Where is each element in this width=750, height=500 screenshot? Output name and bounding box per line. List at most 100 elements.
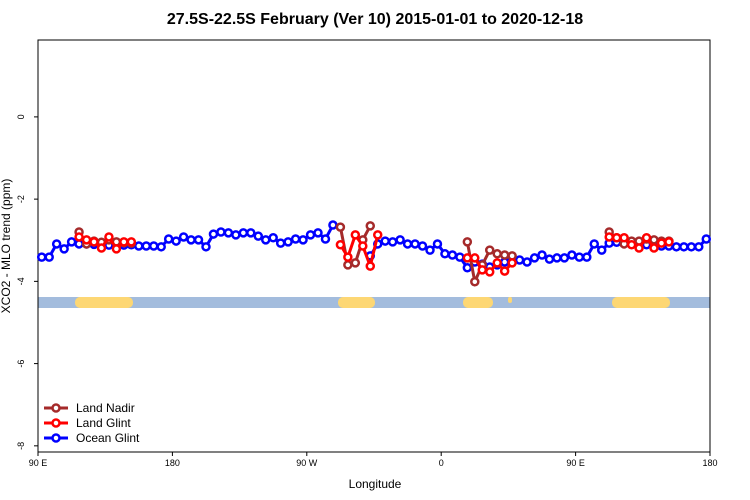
point xyxy=(81,235,92,245)
point xyxy=(574,252,585,262)
x-tick-label: 0 xyxy=(439,458,444,468)
legend-label: Land Nadir xyxy=(76,401,135,415)
point xyxy=(238,228,249,238)
point xyxy=(492,258,502,268)
x-axis-label: Longitude xyxy=(349,477,402,491)
point xyxy=(268,233,278,243)
point xyxy=(649,243,659,253)
point xyxy=(313,228,323,238)
point xyxy=(335,222,346,232)
point xyxy=(223,228,234,238)
point xyxy=(156,242,166,252)
point xyxy=(343,252,353,262)
legend-marker xyxy=(51,418,61,428)
point xyxy=(320,234,331,244)
plot-frame xyxy=(37,39,711,453)
point xyxy=(208,229,219,239)
point xyxy=(148,241,159,251)
point xyxy=(290,234,301,244)
point xyxy=(522,257,532,267)
point xyxy=(582,252,592,262)
point xyxy=(111,244,122,254)
point xyxy=(589,239,600,249)
point xyxy=(559,253,570,263)
series-line xyxy=(78,231,670,274)
point xyxy=(51,239,62,249)
point xyxy=(507,258,517,268)
point xyxy=(492,249,502,259)
x-tick-label: 180 xyxy=(165,458,180,468)
point xyxy=(499,266,510,276)
point xyxy=(350,258,361,268)
point xyxy=(141,241,152,251)
point xyxy=(74,232,84,242)
point xyxy=(387,237,398,247)
point xyxy=(193,235,204,245)
point xyxy=(440,249,450,259)
x-tick-label: 90 E xyxy=(566,458,585,468)
y-tick-label: -2 xyxy=(16,195,26,203)
point xyxy=(402,239,413,249)
point xyxy=(275,238,286,248)
y-axis-label: XCO2 - MLO trend (ppm) xyxy=(0,179,13,314)
point xyxy=(462,263,473,273)
point xyxy=(701,234,712,244)
point xyxy=(119,237,129,247)
y-tick-label: 0 xyxy=(16,114,26,119)
point xyxy=(395,235,405,245)
series xyxy=(36,220,712,273)
land-patch xyxy=(75,297,133,308)
point xyxy=(462,253,473,263)
point xyxy=(201,242,211,252)
point xyxy=(260,235,271,245)
point xyxy=(656,238,667,248)
x-tick-label: 90 E xyxy=(29,458,48,468)
point xyxy=(59,244,69,254)
point xyxy=(358,241,368,251)
point xyxy=(283,237,293,247)
y-tick-label: -6 xyxy=(16,360,26,368)
point xyxy=(596,245,607,255)
point xyxy=(36,252,47,262)
point xyxy=(216,227,226,237)
point xyxy=(380,236,390,246)
point xyxy=(253,231,264,241)
point xyxy=(626,240,637,250)
point xyxy=(335,240,346,250)
point xyxy=(134,241,144,251)
point xyxy=(686,242,697,252)
point xyxy=(470,253,480,263)
point xyxy=(611,233,622,243)
point xyxy=(186,235,196,245)
point xyxy=(246,228,256,238)
chart-title: 27.5S-22.5S February (Ver 10) 2015-01-01… xyxy=(167,11,583,28)
point xyxy=(514,255,525,265)
point xyxy=(343,260,353,270)
point xyxy=(231,230,241,240)
point xyxy=(484,245,495,255)
point xyxy=(298,235,308,245)
point xyxy=(96,243,107,253)
point xyxy=(178,232,189,242)
point xyxy=(544,254,555,264)
point xyxy=(694,242,704,252)
land-mask xyxy=(38,297,710,308)
point xyxy=(462,237,473,247)
point xyxy=(66,237,77,247)
point xyxy=(664,237,674,247)
y-tick-label: -4 xyxy=(16,277,26,285)
point xyxy=(365,221,376,231)
legend-marker xyxy=(51,403,61,413)
point xyxy=(104,232,114,242)
point xyxy=(171,236,181,246)
point xyxy=(619,233,629,243)
point xyxy=(477,265,488,275)
point xyxy=(365,261,376,271)
point xyxy=(44,252,54,262)
point xyxy=(455,252,465,262)
point xyxy=(447,250,458,260)
legend-label: Land Glint xyxy=(76,416,131,430)
y-tick-label: -8 xyxy=(16,442,26,450)
land-patch xyxy=(338,297,375,308)
